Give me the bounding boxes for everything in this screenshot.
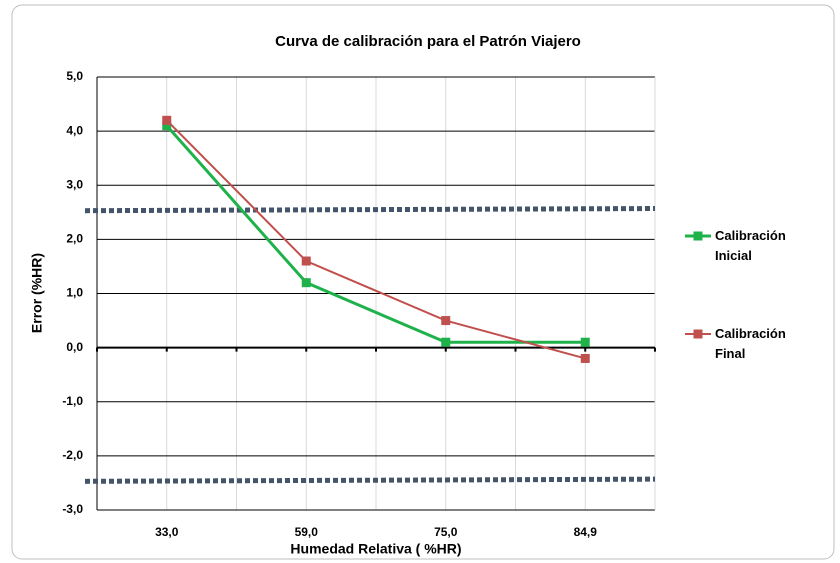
marker — [301, 278, 311, 288]
marker — [301, 256, 311, 266]
y-tick-label: -2,0 — [62, 448, 83, 462]
y-tick-label: 0,0 — [66, 340, 83, 354]
legend-swatch — [685, 231, 711, 241]
chart-border — [11, 4, 835, 560]
marker — [580, 353, 590, 363]
y-tick-label: -3,0 — [62, 502, 83, 516]
marker — [580, 337, 590, 347]
marker — [162, 121, 172, 131]
legend-label: Calibración Final — [715, 326, 786, 361]
x-axis-label: Humedad Relativa ( %HR) — [290, 541, 461, 557]
reference-line — [84, 206, 656, 214]
x-tick-label: 33,0 — [155, 525, 179, 539]
x-tick-label: 59,0 — [295, 525, 319, 539]
y-tick-label: 4,0 — [66, 123, 83, 137]
legend-swatch — [685, 329, 711, 339]
y-tick-label: 3,0 — [66, 177, 83, 191]
y-tick-label: 1,0 — [66, 286, 83, 300]
y-tick-label: 2,0 — [66, 232, 83, 246]
legend-item: Calibración Final — [685, 324, 835, 364]
y-axis-label: Error (%HR) — [29, 253, 45, 333]
y-tick-label: -1,0 — [62, 394, 83, 408]
chart-title: Curva de calibración para el Patrón Viaj… — [275, 33, 581, 50]
x-tick-label: 75,0 — [434, 525, 458, 539]
x-tick-label: 84,9 — [574, 525, 598, 539]
series-line — [166, 119, 586, 360]
legend-item: Calibración Inicial — [685, 226, 835, 266]
marker — [441, 316, 451, 326]
legend-label: Calibración Inicial — [715, 228, 786, 263]
reference-line — [84, 476, 656, 484]
marker — [162, 115, 172, 125]
y-tick-label: 5,0 — [66, 69, 83, 83]
series-line — [165, 124, 586, 344]
marker — [441, 337, 451, 347]
